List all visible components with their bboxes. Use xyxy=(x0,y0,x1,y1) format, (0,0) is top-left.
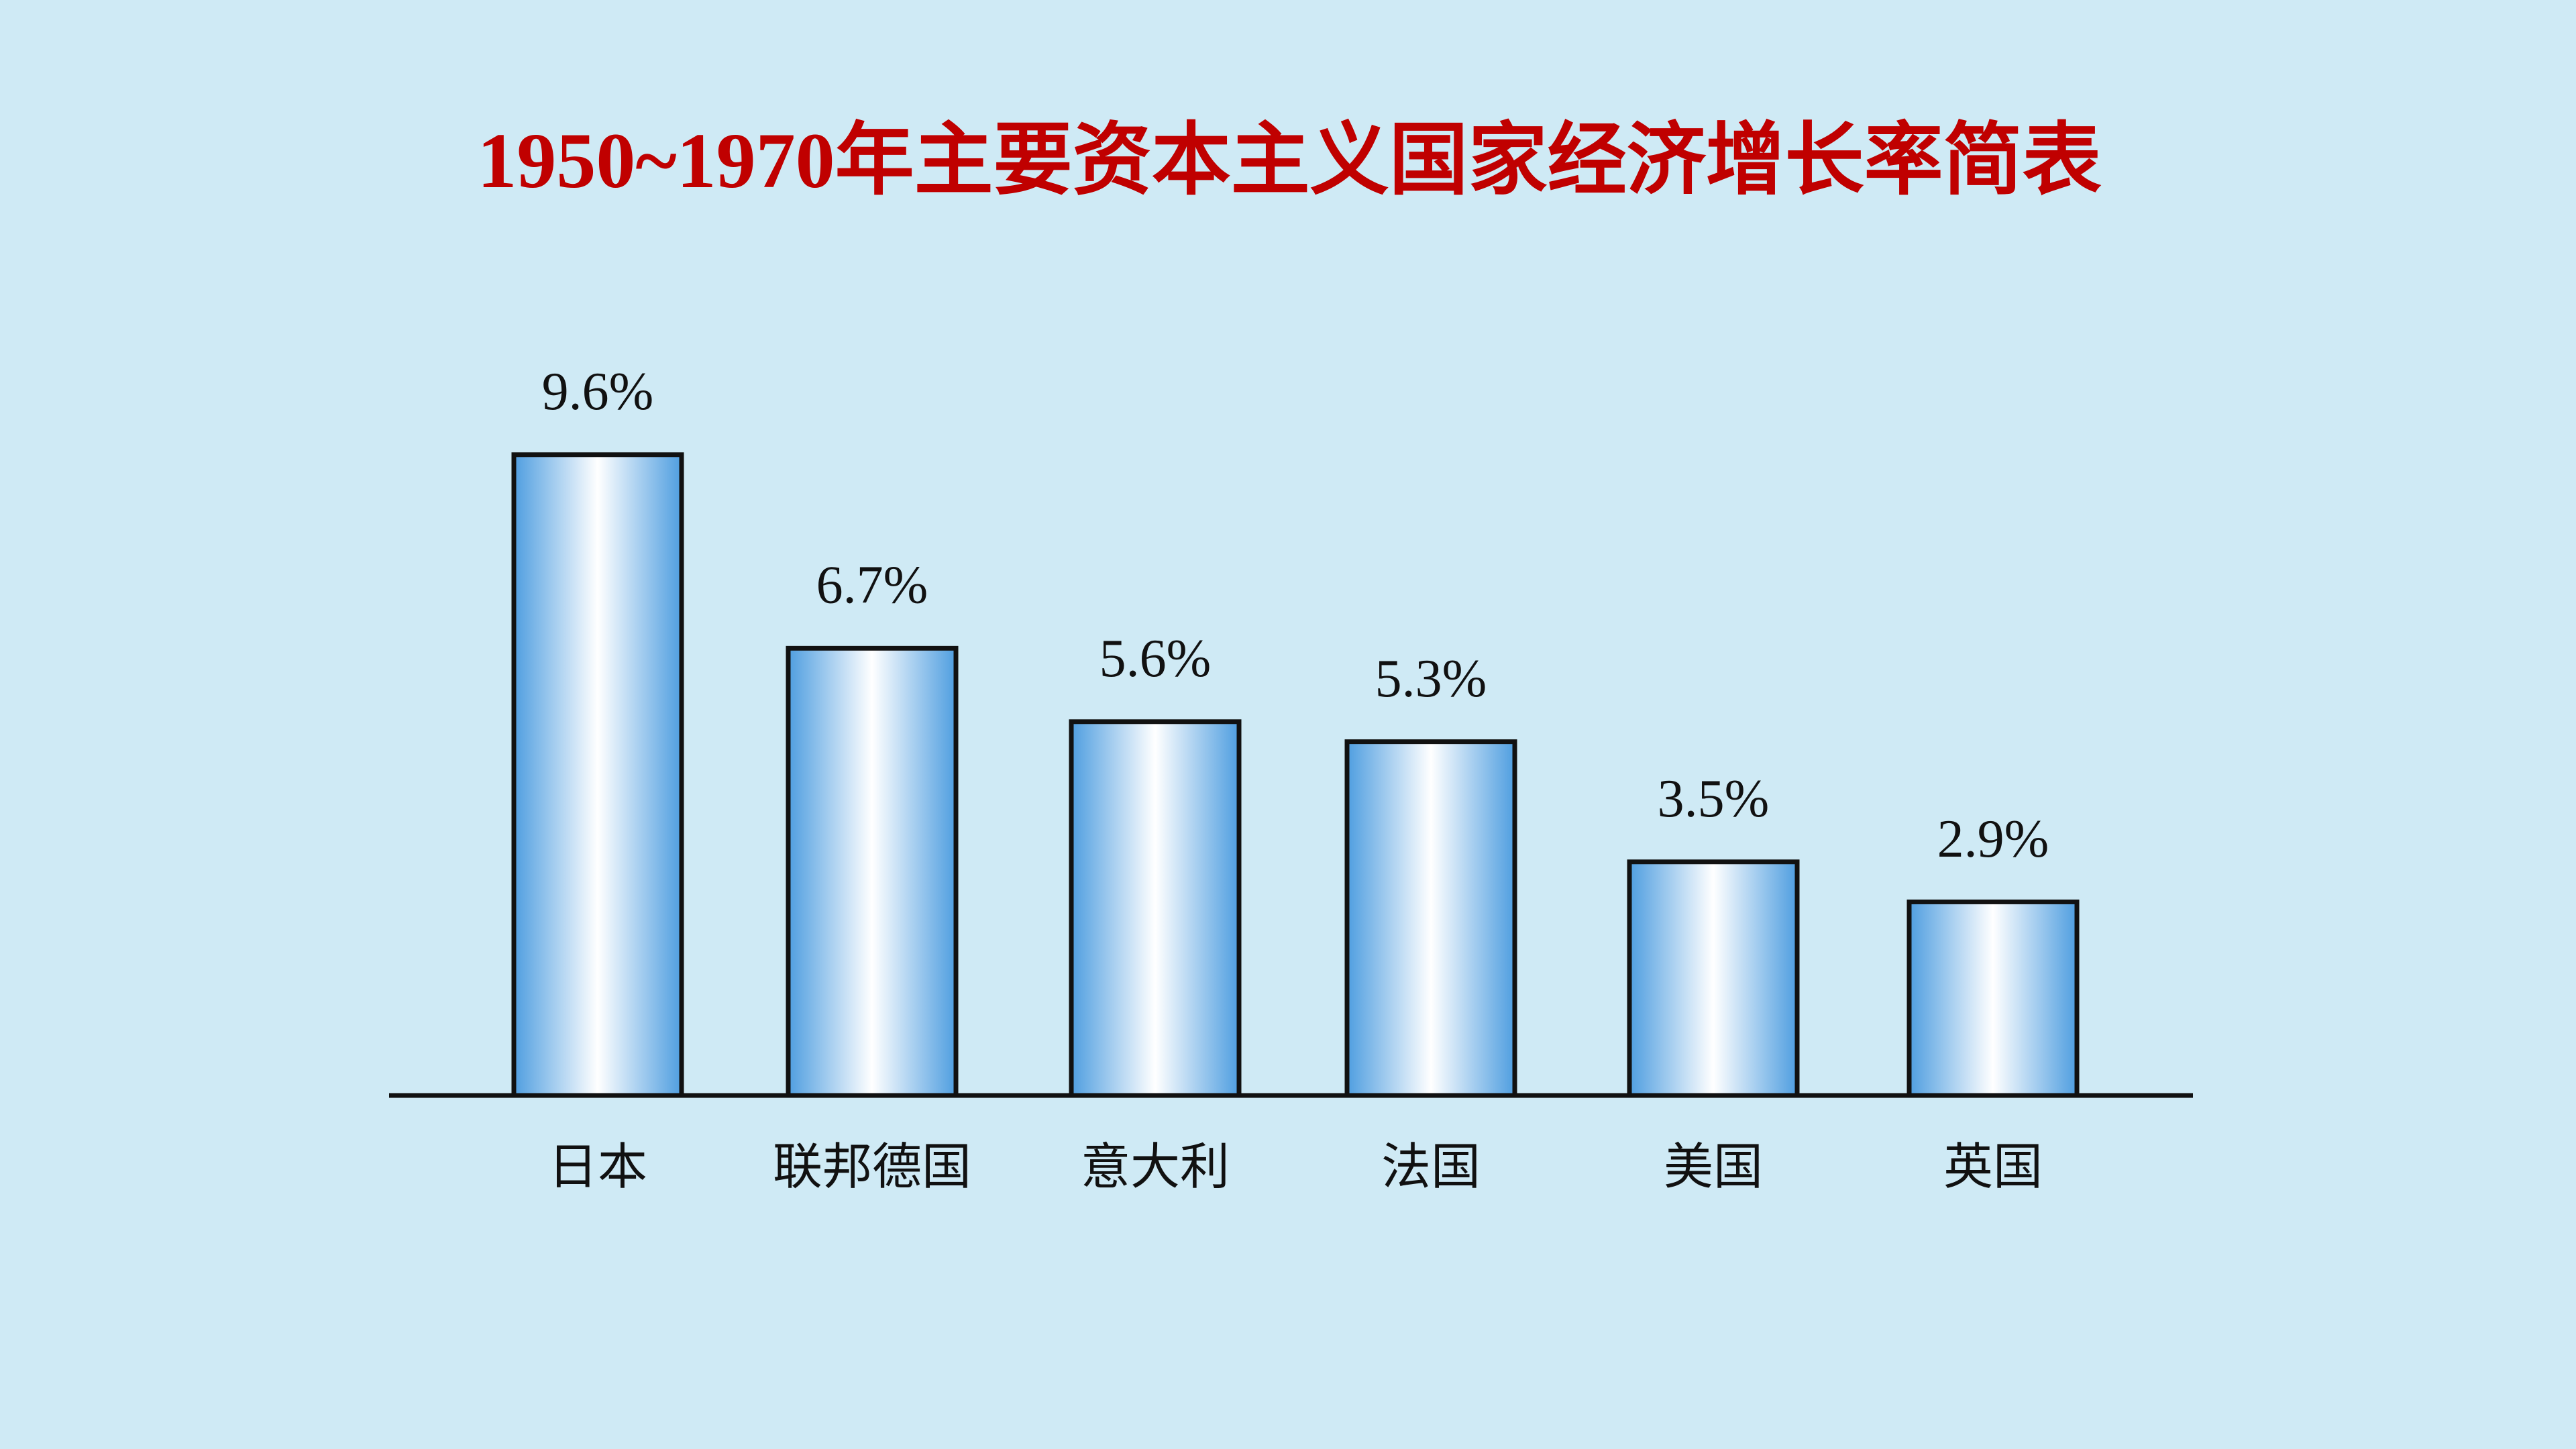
value-label: 6.7% xyxy=(816,556,928,615)
x-tick-label: 美国 xyxy=(1664,1138,1763,1196)
bar xyxy=(1907,899,2080,1098)
x-tick-label: 日本 xyxy=(548,1138,647,1196)
bar xyxy=(511,452,684,1098)
chart-title: 1950~1970年主要资本主义国家经济增长率简表 xyxy=(477,117,2101,205)
bar xyxy=(1627,859,1800,1098)
value-label: 5.6% xyxy=(1099,629,1212,688)
value-label: 9.6% xyxy=(542,362,654,421)
x-tick-label: 法国 xyxy=(1381,1138,1481,1196)
bar xyxy=(786,645,959,1098)
x-tick-label: 意大利 xyxy=(1081,1138,1230,1196)
value-label: 3.5% xyxy=(1658,769,1770,828)
value-label: 5.3% xyxy=(1375,649,1487,708)
x-tick-label: 联邦德国 xyxy=(773,1138,971,1196)
bar xyxy=(1344,739,1517,1098)
x-tick-label: 英国 xyxy=(1943,1138,2043,1196)
value-label: 2.9% xyxy=(1937,810,2049,869)
bar xyxy=(1069,719,1242,1098)
